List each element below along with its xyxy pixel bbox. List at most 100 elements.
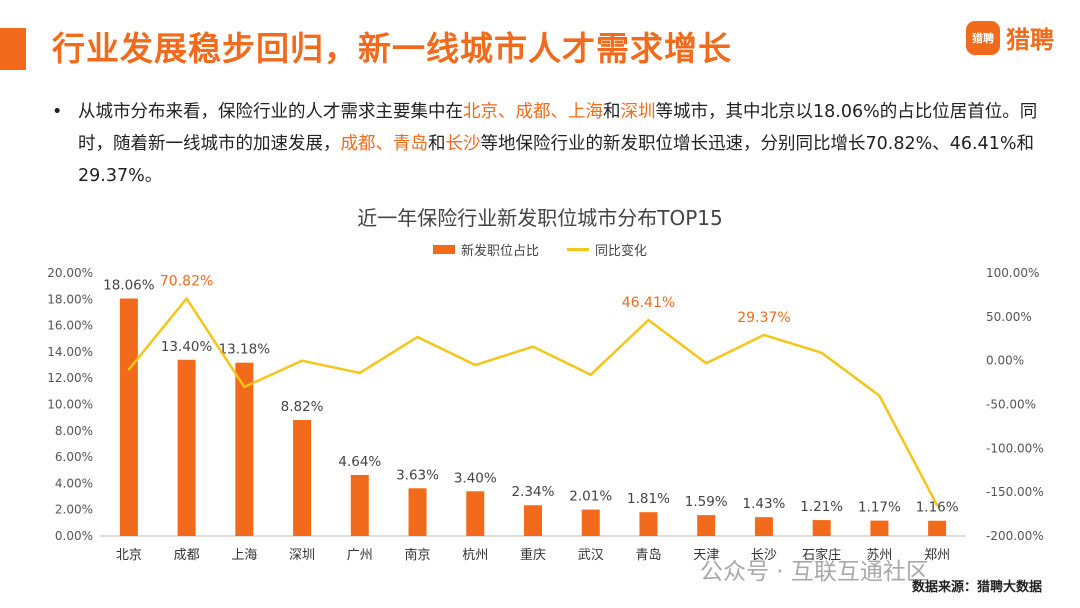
bar-青岛	[639, 512, 658, 536]
x-tick-label: 北京	[116, 548, 142, 563]
yoy-point-南京	[416, 335, 419, 339]
bar-value-label: 13.18%	[219, 342, 271, 358]
bar-value-label: 1.17%	[858, 500, 901, 516]
body-text: 等城市，其中北京以18.06%的占比位居首位。同时，随着新一线城市的加速发展，	[78, 102, 1038, 154]
highlight-text: 北京、成都、上海	[463, 102, 603, 122]
x-tick-label: 武汉	[578, 548, 604, 563]
bar-长沙	[754, 517, 773, 536]
yoy-point-青岛	[647, 318, 650, 322]
x-tick-label: 重庆	[520, 547, 546, 563]
y-left-tick-label: 18.00%	[47, 292, 93, 306]
yoy-point-广州	[358, 371, 361, 375]
y-left-tick-label: 0.00%	[55, 529, 93, 543]
y-left-tick-label: 8.00%	[55, 424, 93, 438]
logo-badge-icon: 猎聘	[966, 20, 1000, 55]
bullet-dot: •	[52, 102, 63, 122]
bar-广州	[350, 474, 369, 536]
bar-value-label: 2.34%	[512, 484, 555, 500]
data-source: 数据来源：猎聘大数据	[911, 580, 1042, 595]
x-tick-label: 石家庄	[802, 547, 841, 563]
x-tick-label: 上海	[231, 548, 257, 563]
bar-value-label: 13.40%	[161, 339, 213, 355]
bar-杭州	[466, 491, 485, 536]
legend-item-bar: 新发职位占比	[432, 240, 539, 259]
legend-line-swatch	[567, 248, 589, 251]
bar-value-label: 3.63%	[396, 467, 439, 483]
bar-value-label: 18.06%	[103, 278, 155, 294]
chart-legend: 新发职位占比 同比变化	[0, 240, 1080, 259]
x-tick-label: 天津	[693, 548, 719, 563]
bar-石家庄	[812, 520, 831, 536]
x-tick-label: 苏州	[866, 547, 892, 563]
yoy-value-label: 70.82%	[160, 274, 213, 290]
yoy-point-武汉	[589, 373, 592, 376]
highlight-text: 长沙	[445, 134, 481, 154]
y-left-tick-label: 14.00%	[47, 345, 93, 359]
y-right-tick-label: -50.00%	[986, 398, 1036, 412]
y-right-tick-label: 100.00%	[986, 266, 1039, 280]
logo-text: 猎聘	[1006, 26, 1054, 54]
y-left-tick-label: 20.00%	[47, 266, 93, 280]
bar-深圳	[293, 420, 312, 536]
bar-上海	[235, 362, 254, 536]
yoy-point-郑州	[935, 504, 939, 507]
yoy-point-重庆	[531, 345, 535, 348]
x-tick-label: 长沙	[751, 548, 777, 563]
y-left-tick-label: 16.00%	[47, 319, 93, 333]
y-right-tick-label: -100.00%	[986, 441, 1044, 455]
y-left-tick-label: 12.00%	[47, 371, 93, 385]
x-tick-label: 南京	[405, 547, 431, 563]
body-text: 和	[603, 102, 621, 122]
x-tick-label: 郑州	[924, 548, 950, 563]
highlight-text: 深圳	[620, 102, 656, 122]
highlight-text: 成都、青岛	[340, 134, 429, 154]
yoy-point-苏州	[878, 394, 881, 397]
yoy-value-label: 46.41%	[622, 295, 675, 311]
y-left-tick-label: 6.00%	[55, 450, 93, 464]
summary-text: 从城市分布来看，保险行业的人才需求主要集中在北京、成都、上海和深圳等城市，其中北…	[78, 96, 1052, 192]
body-text: 和	[428, 134, 446, 154]
y-right-tick-label: -150.00%	[986, 485, 1044, 499]
bar-value-label: 8.82%	[281, 399, 324, 415]
yoy-point-石家庄	[820, 351, 823, 354]
body-text: 等地保险行业的新发职位增长迅速，分别同比增长70.82%、46.41%和29.3…	[78, 134, 1034, 186]
bar-value-label: 1.81%	[627, 491, 670, 507]
bar-天津	[697, 515, 716, 536]
y-left-tick-label: 4.00%	[55, 476, 93, 490]
y-right-tick-label: -200.00%	[986, 529, 1044, 543]
summary-bullet: • 从城市分布来看，保险行业的人才需求主要集中在北京、成都、上海和深圳等城市，其…	[52, 96, 1052, 192]
legend-line-label: 同比变化	[595, 244, 648, 259]
yoy-point-深圳	[300, 359, 304, 362]
brand-logo: 猎聘 猎聘	[966, 20, 1054, 55]
page-title: 行业发展稳步回归，新一线城市人才需求增长	[52, 29, 732, 68]
y-right-tick-label: 50.00%	[986, 310, 1032, 324]
bar-value-label: 1.43%	[742, 496, 785, 512]
bar-武汉	[581, 509, 600, 536]
yoy-point-上海	[243, 385, 246, 389]
yoy-point-杭州	[474, 363, 477, 367]
bar-value-label: 1.59%	[685, 494, 728, 510]
x-tick-label: 杭州	[462, 548, 488, 563]
bar-value-label: 1.21%	[800, 499, 843, 515]
title-accent-bar	[0, 28, 26, 70]
bar-南京	[408, 488, 427, 536]
bar-value-label: 1.16%	[916, 500, 959, 516]
x-tick-label: 广州	[347, 548, 373, 563]
yoy-point-成都	[185, 297, 188, 300]
y-right-tick-label: 0.00%	[986, 354, 1024, 368]
x-tick-label: 成都	[174, 548, 200, 563]
legend-bar-swatch	[432, 245, 455, 254]
watermark: 公众号 · 互联互通社区	[700, 559, 929, 585]
yoy-point-长沙	[762, 333, 766, 337]
bar-value-label: 2.01%	[569, 489, 612, 505]
chart-title: 近一年保险行业新发职位城市分布TOP15	[357, 206, 723, 230]
legend-item-line: 同比变化	[567, 240, 647, 259]
y-left-tick-label: 10.00%	[47, 398, 93, 412]
bar-重庆	[524, 505, 542, 536]
x-tick-label: 青岛	[635, 547, 661, 563]
bar-北京	[119, 298, 138, 536]
bar-value-label: 3.40%	[454, 470, 497, 486]
legend-bar-label: 新发职位占比	[460, 244, 539, 259]
yoy-point-北京	[127, 368, 131, 371]
